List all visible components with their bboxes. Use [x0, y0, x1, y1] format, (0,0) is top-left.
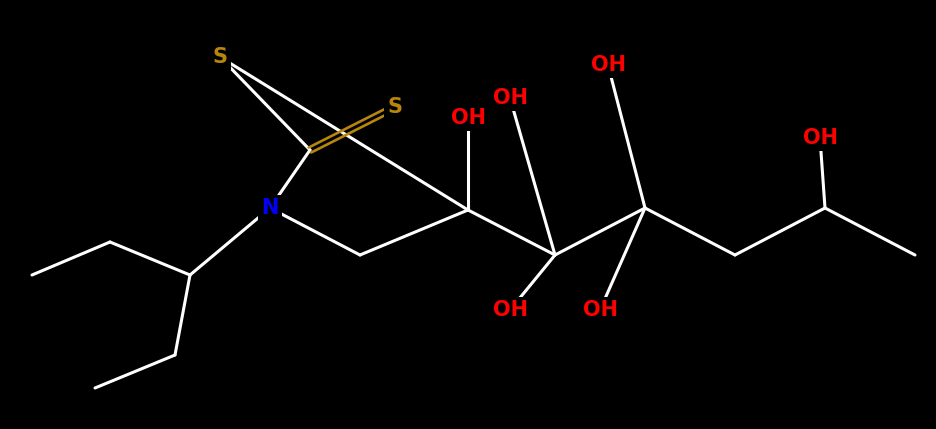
Text: OH: OH — [802, 128, 838, 148]
Text: S: S — [212, 47, 227, 67]
Text: OH: OH — [591, 55, 625, 75]
Text: OH: OH — [450, 108, 486, 128]
Text: OH: OH — [582, 300, 618, 320]
Text: OH: OH — [492, 88, 528, 108]
Text: OH: OH — [492, 300, 528, 320]
Text: S: S — [388, 97, 402, 117]
Text: N: N — [261, 198, 279, 218]
